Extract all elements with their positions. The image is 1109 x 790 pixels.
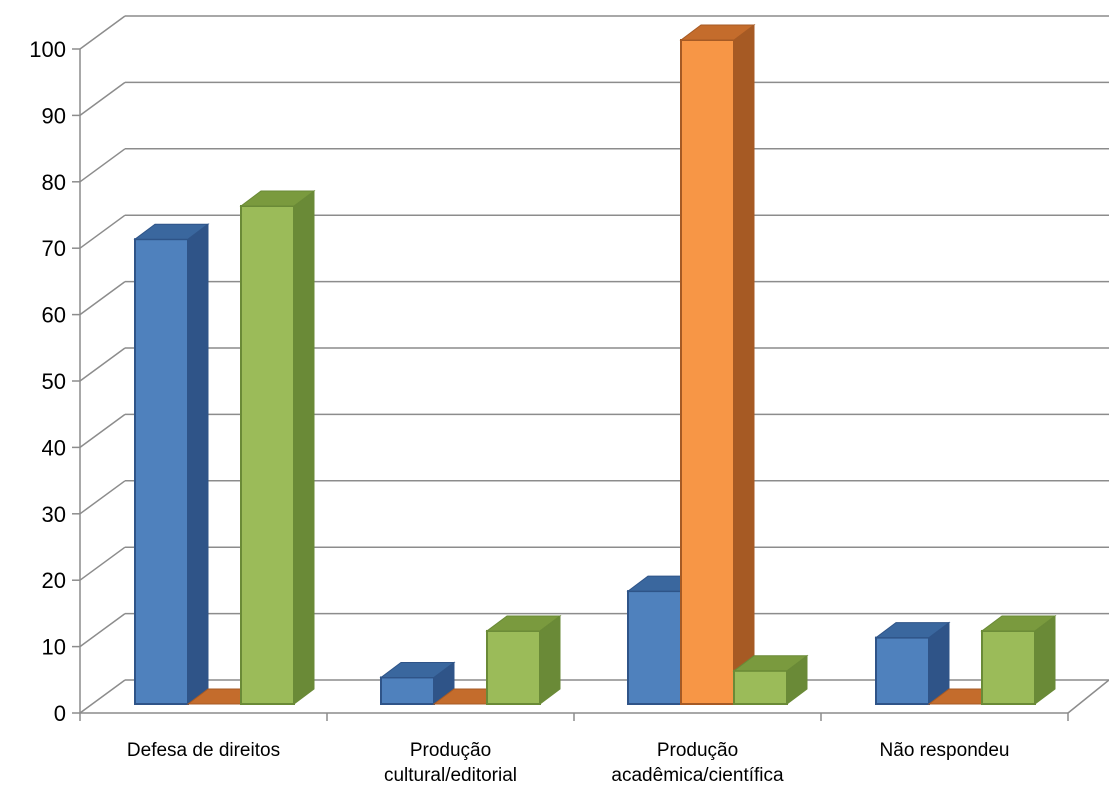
bar-front (134, 238, 189, 705)
axes-layer (72, 48, 1109, 721)
gridline-side (79, 546, 126, 581)
gridline-side (79, 15, 126, 50)
gridline-side (79, 612, 126, 648)
floor-right-edge (1067, 679, 1109, 714)
bar-side (733, 24, 755, 705)
bar-top (679, 24, 756, 41)
y-tick-label: 10 (42, 635, 66, 660)
bar-front (981, 629, 1036, 706)
bar (980, 614, 1057, 706)
x-tick-label: cultural/editorial (384, 765, 517, 786)
bar (239, 190, 316, 705)
bar-top (379, 661, 456, 678)
grid-layer (79, 15, 1109, 714)
gridline-side (79, 214, 126, 249)
y-tick-label: 80 (42, 170, 66, 195)
bar-front (380, 676, 435, 706)
gridline-side (79, 480, 126, 515)
bar-side (187, 223, 209, 705)
y-tick-label: 100 (29, 37, 66, 62)
bar-top (732, 655, 809, 672)
bar-front (627, 590, 682, 705)
bar-top (133, 223, 210, 240)
y-tick-label: 30 (42, 502, 66, 527)
gridline-side (79, 148, 126, 183)
x-tick-label: Defesa de direitos (127, 740, 280, 761)
y-tick-label: 20 (42, 568, 66, 593)
bar-front (240, 205, 295, 705)
gridline-side (79, 413, 126, 449)
x-tick-label: Não respondeu (880, 740, 1010, 761)
x-tick-label: acadêmica/científica (611, 765, 784, 786)
gridline-side (79, 280, 126, 316)
bar (874, 621, 951, 705)
bar-front (875, 636, 930, 705)
y-tick-label: 60 (42, 303, 66, 328)
bar (679, 24, 756, 705)
bar-top (485, 615, 562, 632)
gridline-side (79, 81, 126, 117)
bar (379, 661, 456, 706)
gridline-side (79, 347, 126, 382)
bar-top (980, 615, 1057, 632)
bar-front (733, 669, 788, 705)
bar-top (239, 190, 316, 207)
x-tick-label: Produção (410, 740, 491, 761)
y-tick-label: 0 (54, 701, 66, 726)
bar-side (293, 190, 315, 705)
x-tick-label: Produção (657, 740, 738, 761)
y-tick-label: 50 (42, 369, 66, 394)
y-tick-label: 70 (42, 236, 66, 261)
bar (732, 654, 809, 705)
bar-front (486, 629, 541, 706)
bar (133, 223, 210, 705)
gridline-side (79, 679, 126, 714)
labels-layer: 0 10 20 30 40 50 60 70 80 90 100 Defesa de direitos… (29, 37, 1009, 786)
y-tick-label: 90 (42, 103, 66, 128)
y-tick-label: 40 (42, 435, 66, 460)
bar-top (874, 622, 951, 639)
bar-front (680, 39, 735, 705)
bar (485, 614, 562, 706)
bars-layer (133, 24, 1057, 706)
